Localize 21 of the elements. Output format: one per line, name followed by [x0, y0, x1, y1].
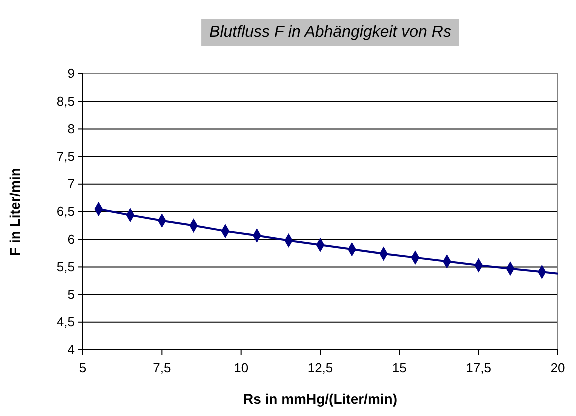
y-tick-label: 7 — [68, 176, 75, 192]
x-tick-label: 20 — [550, 360, 566, 376]
y-axis-title: F in Liter/min — [7, 168, 23, 256]
y-tick-label: 8 — [68, 121, 75, 136]
chart-title: Blutfluss F in Abhängigkeit von Rs — [210, 24, 452, 41]
y-tick-label: 5,5 — [56, 259, 75, 274]
y-tick-label: 5 — [68, 286, 75, 302]
x-tick-label: 17,5 — [466, 360, 492, 376]
x-tick-label: 15 — [392, 360, 407, 376]
y-tick-label: 4,5 — [56, 314, 75, 330]
y-tick-label: 4 — [68, 342, 75, 358]
x-tick-label: 5 — [79, 360, 87, 376]
x-tick-label: 7,5 — [153, 360, 172, 376]
y-tick-label: 6,5 — [56, 204, 75, 220]
y-tick-label: 9 — [68, 66, 75, 82]
y-tick-label: 6 — [68, 232, 75, 247]
y-tick-label: 8,5 — [56, 94, 75, 109]
x-tick-label: 10 — [234, 360, 249, 376]
x-tick-label: 12,5 — [308, 360, 334, 376]
y-tick-label: 7,5 — [56, 148, 75, 164]
x-axis-title: Rs in mmHg/(Liter/min) — [243, 391, 398, 407]
